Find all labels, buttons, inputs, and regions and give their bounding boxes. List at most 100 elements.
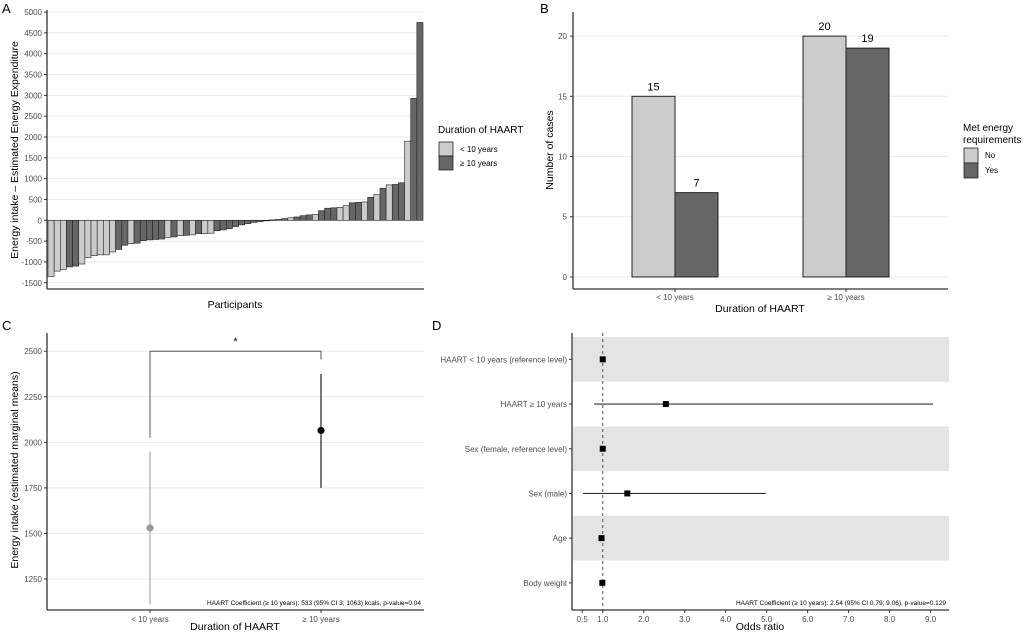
c-x-tick-label: < 10 years xyxy=(131,615,169,624)
d-y-tick-label: HAART < 10 years (reference level) xyxy=(440,355,567,364)
a-bar xyxy=(53,219,61,272)
a-bar xyxy=(391,184,399,221)
c-y-axis-title: Energy intake (estimated marginal means) xyxy=(9,371,21,568)
panel-d: D HAART < 10 years (reference level) HAAR… xyxy=(432,318,949,633)
c-y-tick-label: 2500 xyxy=(24,347,42,356)
a-bar xyxy=(299,215,307,221)
d-x-tick-label: 0.5 xyxy=(577,615,589,624)
d-x-tick-label: 5.0 xyxy=(761,615,773,624)
a-legend-swatch-lt10 xyxy=(438,141,454,157)
a-bar xyxy=(324,207,332,221)
a-legend-swatch-ge10 xyxy=(438,155,454,171)
b-x-tick-label: < 10 years xyxy=(656,293,694,302)
d-y-tick-label: Sex (male) xyxy=(528,489,567,498)
a-bar xyxy=(232,219,239,227)
a-bar xyxy=(244,219,252,224)
a-y-tick-label: 1500 xyxy=(24,154,42,163)
a-y-axis-title: Energy intake – Estimated Energy Expendi… xyxy=(9,41,21,259)
a-legend-label-lt10: < 10 years xyxy=(460,145,498,154)
a-bar xyxy=(293,216,301,221)
a-bar xyxy=(275,219,282,221)
b-legend-swatch-no xyxy=(963,147,979,164)
d-row-band xyxy=(573,515,949,561)
d-point xyxy=(599,579,606,586)
a-legend-title: Duration of HAART xyxy=(438,125,523,136)
a-bar xyxy=(219,219,227,231)
c-point xyxy=(146,524,154,532)
a-bar xyxy=(84,219,92,259)
panel-letter-d: D xyxy=(432,318,441,333)
c-y-tick-label: 1250 xyxy=(24,575,42,584)
b-y-tick-label: 10 xyxy=(558,153,567,162)
a-bar xyxy=(72,219,80,267)
b-bar-no xyxy=(802,35,847,278)
a-legend-label-ge10: ≥ 10 years xyxy=(460,159,497,168)
a-bar xyxy=(201,219,209,234)
a-bar xyxy=(90,219,98,256)
d-point xyxy=(599,445,606,452)
a-bar xyxy=(66,219,73,268)
a-bar xyxy=(189,219,196,236)
a-y-tick-label: 500 xyxy=(29,195,43,204)
a-bar xyxy=(127,219,135,244)
c-y-tick-label: 1500 xyxy=(24,529,42,538)
a-y-tick-label: 3500 xyxy=(24,71,42,80)
a-bar xyxy=(404,140,412,221)
a-legend: Duration of HAART < 10 years ≥ 10 years xyxy=(438,125,523,171)
d-x-tick-label: 1.0 xyxy=(597,615,609,624)
a-bar xyxy=(416,22,424,221)
a-bar xyxy=(152,219,159,240)
panel-b: B 15 7 20 19 0 5 10 15 20 < 10 years ≥ 10 years D… xyxy=(540,1,1021,315)
d-row-band xyxy=(573,337,949,382)
b-legend: Met energy requirements No Yes xyxy=(963,123,1021,179)
a-bar xyxy=(164,219,172,238)
d-x-tick-label: 3.0 xyxy=(679,615,691,624)
a-y-tick-label: 2500 xyxy=(24,112,42,121)
a-bar xyxy=(312,214,319,221)
a-bar xyxy=(410,97,418,221)
panel-letter-a: A xyxy=(2,1,11,16)
a-bar xyxy=(170,219,178,238)
a-bar xyxy=(115,219,123,250)
c-x-axis-title: Duration of HAART xyxy=(190,621,280,633)
a-bar xyxy=(305,214,313,221)
a-y-tick-label: 4000 xyxy=(24,50,42,59)
a-bar xyxy=(146,219,153,241)
a-bar xyxy=(330,207,338,221)
d-x-tick-label: 6.0 xyxy=(802,615,814,624)
a-bar xyxy=(355,202,362,221)
b-bar-yes xyxy=(845,47,890,278)
a-y-tick-label: 2000 xyxy=(24,133,42,142)
b-y-tick-label: 15 xyxy=(558,92,567,101)
a-bar xyxy=(238,219,246,226)
a-bar xyxy=(318,210,325,221)
b-bar-yes xyxy=(674,192,719,278)
a-bar xyxy=(47,219,55,277)
a-bar xyxy=(109,219,116,253)
a-y-tick-label: 0 xyxy=(38,216,43,225)
b-data-label: 15 xyxy=(647,81,659,93)
a-y-tick-label: 1000 xyxy=(24,175,42,184)
a-bar xyxy=(207,219,215,234)
a-bar xyxy=(269,219,276,221)
a-bar xyxy=(158,219,166,240)
a-bar xyxy=(373,194,381,221)
a-bar xyxy=(336,207,344,221)
c-x-tick-label: ≥ 10 years xyxy=(302,615,339,624)
d-point xyxy=(662,401,669,408)
b-data-label: 20 xyxy=(818,21,830,33)
c-significance-bracket xyxy=(149,350,322,438)
d-x-axis-title: Odds ratio xyxy=(736,621,785,633)
b-legend-label-no: No xyxy=(985,151,996,160)
c-point xyxy=(317,426,325,435)
d-point xyxy=(598,535,605,542)
a-bar xyxy=(195,219,202,234)
a-bar xyxy=(281,218,289,221)
a-bar xyxy=(182,219,190,236)
b-x-axis-title: Duration of HAART xyxy=(715,303,805,315)
a-bar xyxy=(342,205,350,221)
b-legend-title-line2: requirements xyxy=(963,135,1021,146)
c-annotation: HAART Coefficient (≥ 10 years): 533 (95%… xyxy=(207,600,421,607)
d-x-tick-label: 2.0 xyxy=(638,615,650,624)
c-y-tick-label: 2000 xyxy=(24,438,42,447)
